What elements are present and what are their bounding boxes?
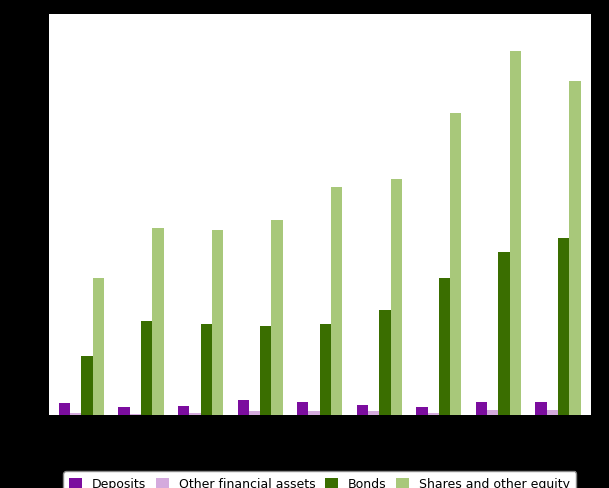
Bar [416,407,428,415]
Bar [390,180,402,415]
Bar [238,400,249,415]
Bar [547,410,558,415]
Bar [331,188,342,415]
Bar [189,413,200,415]
Bar [130,414,141,415]
Bar [212,231,224,415]
Bar [82,356,93,415]
Bar [357,405,368,415]
Bar [569,81,580,415]
Bar [70,413,82,415]
Bar [59,403,70,415]
Bar [476,402,487,415]
Bar [178,407,189,415]
Bar [200,324,212,415]
Bar [260,327,272,415]
Bar [379,311,390,415]
Bar [249,411,260,415]
Bar [428,413,439,415]
Bar [297,402,308,415]
Bar [439,279,450,415]
Bar [368,411,379,415]
Bar [535,402,547,415]
Bar [487,410,498,415]
Bar [118,407,130,415]
Legend: Deposits, Other financial assets, Bonds, Shares and other equity: Deposits, Other financial assets, Bonds,… [63,471,576,488]
Bar [498,252,510,415]
Bar [510,52,521,415]
Bar [558,239,569,415]
Bar [450,113,462,415]
Bar [141,322,152,415]
Bar [272,220,283,415]
Bar [320,324,331,415]
Bar [152,228,164,415]
Bar [93,279,104,415]
Bar [308,411,320,415]
